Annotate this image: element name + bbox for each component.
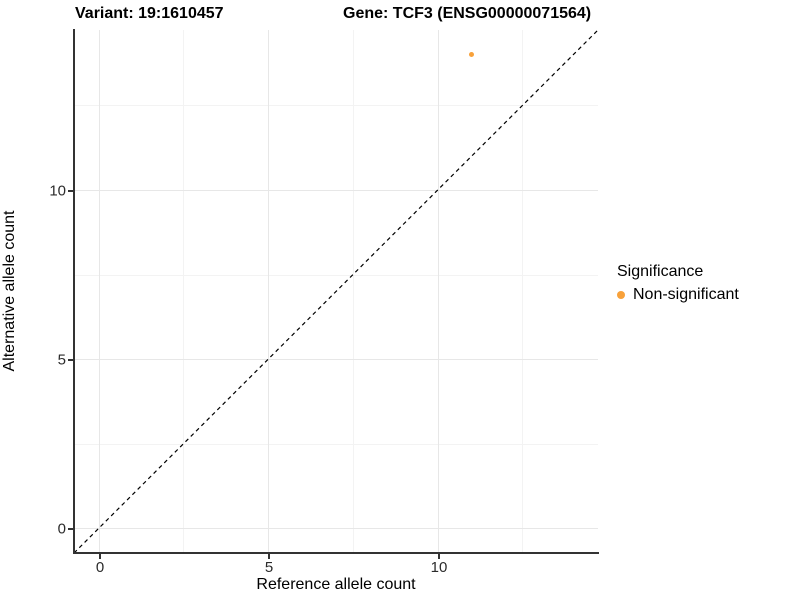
x-tick-mark: [268, 554, 270, 559]
y-axis-title: Alternative allele count: [1, 210, 18, 372]
gridline: [353, 30, 354, 553]
identity-line: [73, 29, 599, 554]
x-axis-title: Reference allele count: [256, 576, 416, 593]
gridline: [74, 444, 598, 445]
x-axis-line: [73, 552, 599, 554]
y-axis-line: [73, 29, 75, 554]
x-tick-label: 5: [264, 559, 274, 576]
y-tick-mark: [68, 190, 73, 192]
plot-title-gene: Gene: TCF3 (ENSG00000071564): [343, 5, 592, 22]
plot-panel: [73, 29, 599, 554]
y-tick-label: 10: [49, 182, 66, 200]
y-tick-label: 0: [57, 520, 66, 538]
x-tick-label: 10: [430, 559, 448, 576]
gridline: [183, 30, 184, 553]
x-tick-mark: [438, 554, 440, 559]
gridline: [438, 30, 439, 553]
gridline: [522, 30, 523, 553]
x-tick-label: 0: [95, 559, 105, 576]
legend-item: Non-significant: [614, 286, 739, 304]
legend-point-icon: [617, 291, 625, 299]
gridline: [74, 528, 598, 529]
x-tick-mark: [99, 554, 101, 559]
legend-title: Significance: [617, 263, 704, 280]
legend: Significance Non-significant: [614, 263, 739, 304]
gridline: [74, 275, 598, 276]
plot-title-variant: Variant: 19:1610457: [75, 5, 224, 22]
gridline: [99, 30, 100, 553]
y-tick-mark: [68, 359, 73, 361]
y-tick-mark: [68, 528, 73, 530]
data-point: [469, 52, 475, 58]
gridline: [74, 105, 598, 106]
legend-item-label: Non-significant: [633, 286, 739, 303]
gridline: [268, 30, 269, 553]
y-tick-label: 5: [57, 351, 66, 369]
gridline: [74, 359, 598, 360]
gridline: [74, 190, 598, 191]
